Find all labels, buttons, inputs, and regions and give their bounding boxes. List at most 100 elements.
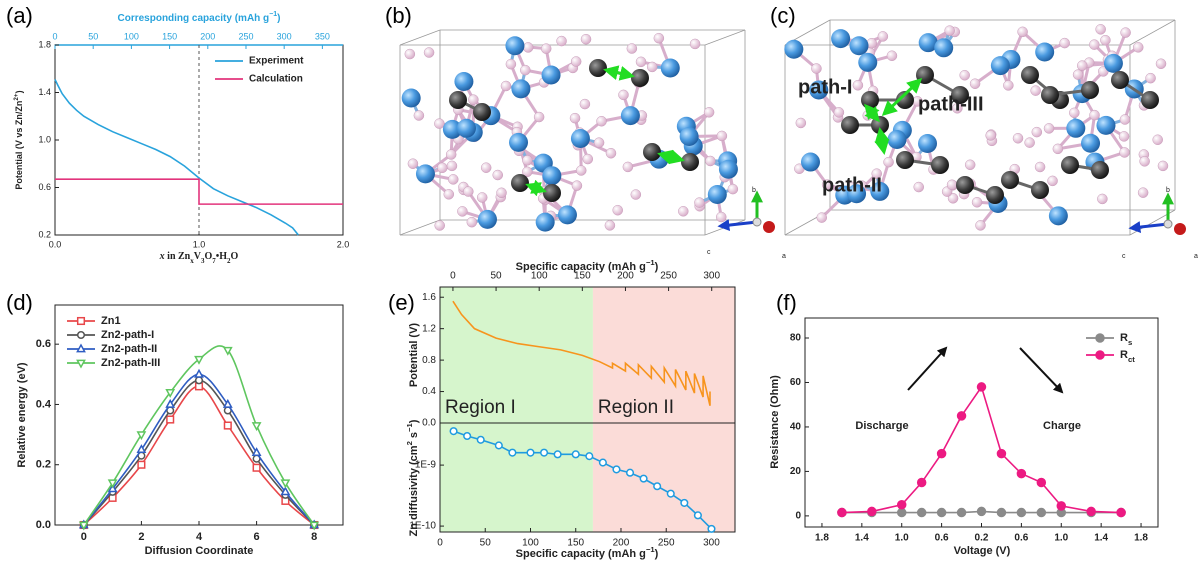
label-part: O [231, 251, 239, 262]
panel-label: (c) [770, 3, 796, 28]
figure: (a) (d) (e) (f) (b) (c) Corresponding ca… [0, 0, 1201, 562]
annotation-arrow [1020, 348, 1062, 392]
axis-c [721, 222, 757, 226]
marker [1017, 509, 1025, 517]
atom-v [991, 56, 1010, 75]
atom-o [447, 161, 457, 171]
panel-label: (d) [6, 290, 33, 315]
legend-label: Rs [1120, 332, 1132, 347]
atom-o [1089, 40, 1099, 50]
atom-v [505, 36, 524, 55]
marker [667, 490, 674, 497]
y-tick-label: 0.6 [36, 338, 51, 350]
atom-v [801, 153, 820, 172]
atom-o [678, 206, 688, 216]
panel-label: (b) [385, 3, 412, 28]
y-tick-label: 0.6 [38, 182, 51, 192]
x-tick-label: 1.4 [855, 533, 869, 544]
atom-o [583, 154, 593, 164]
atom-v [402, 89, 421, 108]
marker [654, 483, 661, 490]
x-tick-label: 200 [613, 538, 630, 549]
atom-zn [589, 59, 607, 77]
x-tick-label: 100 [531, 271, 548, 282]
atom-o [1153, 135, 1163, 145]
atom-o [448, 174, 458, 184]
region-label: Region I [445, 397, 516, 418]
label-part: Corresponding capacity (mAh g [117, 13, 269, 24]
x2-tick-label: 200 [200, 31, 215, 41]
marker [868, 507, 876, 515]
marker [572, 451, 579, 458]
atom-o [581, 34, 591, 44]
atom-zn [681, 153, 699, 171]
atom-o [716, 212, 726, 222]
atom-o [457, 206, 467, 216]
x-tick-label: 0 [81, 531, 87, 543]
label-part: ) [655, 548, 659, 560]
atom-v [558, 205, 577, 224]
label-part: Relative energy (eV) [16, 362, 28, 467]
label-part: Resistance (Ohm) [769, 375, 781, 469]
atom-o [690, 39, 700, 49]
atom-zn [1061, 156, 1079, 174]
atom-v [571, 129, 590, 148]
atom-v [1104, 54, 1123, 73]
x2-tick-label: 100 [124, 31, 139, 41]
atom-o [1156, 59, 1166, 69]
x-tick-label: 150 [574, 271, 591, 282]
marker [196, 377, 203, 384]
x-tick-label: 2 [138, 531, 144, 543]
atom-v [784, 40, 803, 59]
legend-label: Zn2-path-II [101, 343, 157, 355]
atom-v [478, 210, 497, 229]
marker [1096, 334, 1104, 342]
marker [898, 509, 906, 517]
marker [681, 500, 688, 507]
atom-v [1096, 116, 1115, 135]
atom-v [888, 130, 907, 149]
marker [77, 360, 84, 367]
atom-zn [956, 176, 974, 194]
axis-origin [1164, 220, 1172, 228]
marker [1087, 507, 1095, 515]
marker [527, 449, 534, 456]
atom-o [631, 190, 641, 200]
atom-o [613, 205, 623, 215]
label-part: Potential (V) [408, 323, 420, 388]
marker [1057, 502, 1065, 510]
marker [997, 509, 1005, 517]
marker [77, 345, 84, 352]
x2-tick-label: 350 [315, 31, 330, 41]
marker [978, 383, 986, 391]
marker [997, 450, 1005, 458]
label-part: Diffusion Coordinate [145, 545, 254, 557]
atom-zn [931, 156, 949, 174]
marker [1037, 479, 1045, 487]
annotation: Discharge [855, 420, 908, 432]
atom-o [501, 81, 511, 91]
x2-tick-label: 150 [162, 31, 177, 41]
y-tick-label: 40 [790, 422, 802, 433]
cell-edge [400, 220, 440, 235]
axis-letter: b [1166, 187, 1170, 194]
marker [138, 461, 145, 468]
y-tick-label: 1.0 [38, 134, 51, 144]
axis-a [763, 221, 775, 233]
atom-o [541, 44, 551, 54]
marker [600, 459, 607, 466]
atom-o [704, 107, 714, 117]
atom-zn [643, 143, 661, 161]
atom-o [1003, 80, 1013, 90]
axis-letter: c [1122, 253, 1126, 260]
x-tick-label: 250 [658, 538, 675, 549]
atom-v [719, 160, 738, 179]
marker [1037, 509, 1045, 517]
axis-c [1132, 224, 1168, 228]
atom-zn [1041, 86, 1059, 104]
atom-o [444, 189, 454, 199]
atom-o [945, 26, 955, 36]
marker [978, 507, 986, 515]
atom-zn [1091, 161, 1109, 179]
y-tick-label: 80 [790, 333, 802, 344]
